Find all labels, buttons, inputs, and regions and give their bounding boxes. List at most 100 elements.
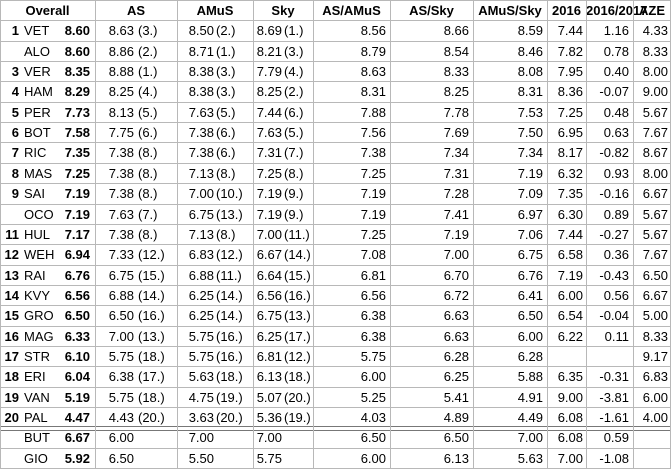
row-rule	[0, 224, 671, 225]
cell: (7.)	[138, 206, 158, 222]
cell: (16.)	[216, 328, 243, 344]
cell: 8.17	[557, 145, 583, 161]
cell: 4.49	[517, 410, 543, 425]
cell: 6.50	[443, 430, 469, 446]
row-rule	[0, 142, 671, 143]
cell: 4.75	[188, 389, 214, 405]
cell: 6.97	[517, 206, 543, 222]
cell: (16.)	[216, 348, 243, 364]
cell: 6.00	[360, 369, 386, 385]
cell: 8.63	[108, 23, 134, 39]
cell: KVY	[24, 287, 51, 303]
row-rule	[0, 20, 671, 21]
cell: 18	[4, 369, 19, 385]
cell: 6.25	[443, 369, 469, 385]
cell: 6.67	[64, 430, 90, 446]
cell: 8.33	[642, 328, 668, 344]
cell: 7.78	[443, 104, 469, 120]
cell: 7.75	[108, 125, 134, 141]
cell: 7.38	[188, 125, 214, 141]
cell: 0.89	[603, 206, 629, 222]
cell: (12.)	[138, 247, 165, 263]
cell: 7.00	[557, 450, 583, 466]
cell: 6.88	[188, 267, 214, 283]
cell: 6.95	[557, 125, 583, 141]
cell: (12.)	[284, 348, 311, 364]
cell: 7.00	[108, 328, 134, 344]
row-rule	[0, 265, 671, 266]
cell: 6.67	[642, 186, 668, 202]
cell: 9.17	[642, 348, 668, 364]
cell: MAS	[24, 165, 53, 181]
cell: 7.56	[360, 125, 386, 141]
cell: 5.75	[188, 328, 214, 344]
cell: MAG	[24, 328, 54, 344]
cell: 6.56	[256, 287, 282, 303]
cell: 8.63	[360, 64, 386, 80]
cell: (6.)	[284, 104, 304, 120]
cell: (5.)	[284, 125, 304, 141]
cell: 7.19	[517, 165, 543, 181]
cell: 7.50	[517, 125, 543, 141]
cell: 0.36	[603, 247, 629, 263]
cell: 19	[4, 389, 19, 405]
cell: 0.59	[603, 430, 629, 446]
cell: 6.00	[108, 430, 134, 446]
column-header: Overall	[25, 3, 70, 18]
cell: 7.38	[108, 165, 134, 181]
cell: 4	[11, 84, 19, 100]
cell: 8.33	[443, 64, 469, 80]
cell: (13.)	[284, 308, 311, 324]
cell: OCO	[24, 206, 54, 222]
cell: 8.66	[443, 23, 469, 39]
cell: 6.35	[557, 369, 583, 385]
cell: 6.94	[64, 247, 90, 263]
cell: 4.00	[642, 410, 668, 425]
cell: 6.32	[557, 165, 583, 181]
cell: (16.)	[138, 308, 165, 324]
row-rule	[0, 244, 671, 245]
row-rule	[0, 204, 671, 205]
cell: 6.10	[64, 348, 90, 364]
cell: (3.)	[284, 43, 304, 59]
row-rule	[0, 387, 671, 388]
cell: 6.50	[108, 450, 134, 466]
row-rule	[0, 102, 671, 103]
cell: 7.53	[517, 104, 543, 120]
cell: 6.58	[557, 247, 583, 263]
cell: 7.33	[108, 247, 134, 263]
cell: 7.25	[557, 104, 583, 120]
cell: -0.43	[599, 267, 629, 283]
cell: 6.56	[360, 287, 386, 303]
cell: 6.75	[108, 267, 134, 283]
cell: 6.30	[557, 206, 583, 222]
cell: 8.00	[642, 165, 668, 181]
cell: 6.64	[256, 267, 282, 283]
cell: HUL	[24, 226, 51, 242]
cell: 6.13	[256, 369, 282, 385]
cell: 6.25	[256, 328, 282, 344]
cell: 8.60	[64, 43, 90, 59]
row-rule	[0, 0, 671, 1]
cell: (2.)	[284, 84, 304, 100]
row-rule	[0, 346, 671, 347]
cell: 5.75	[108, 389, 134, 405]
cell: 0.48	[603, 104, 629, 120]
cell: 6	[11, 125, 19, 141]
cell: (1.)	[284, 23, 304, 39]
cell: 5.75	[256, 450, 282, 466]
cell: (8.)	[216, 165, 236, 181]
cell: 5.07	[256, 389, 282, 405]
cell: 8.88	[108, 64, 134, 80]
cell: 7.28	[443, 186, 469, 202]
cell: (7.)	[284, 145, 304, 161]
cell: GIO	[24, 450, 48, 466]
cell: (11.)	[216, 267, 242, 283]
cell: (8.)	[138, 145, 158, 161]
cell: 7.58	[64, 125, 90, 141]
cell: 14	[4, 287, 19, 303]
cell: (8.)	[138, 165, 158, 181]
cell: (8.)	[138, 226, 158, 242]
column-header: AS	[126, 3, 146, 18]
